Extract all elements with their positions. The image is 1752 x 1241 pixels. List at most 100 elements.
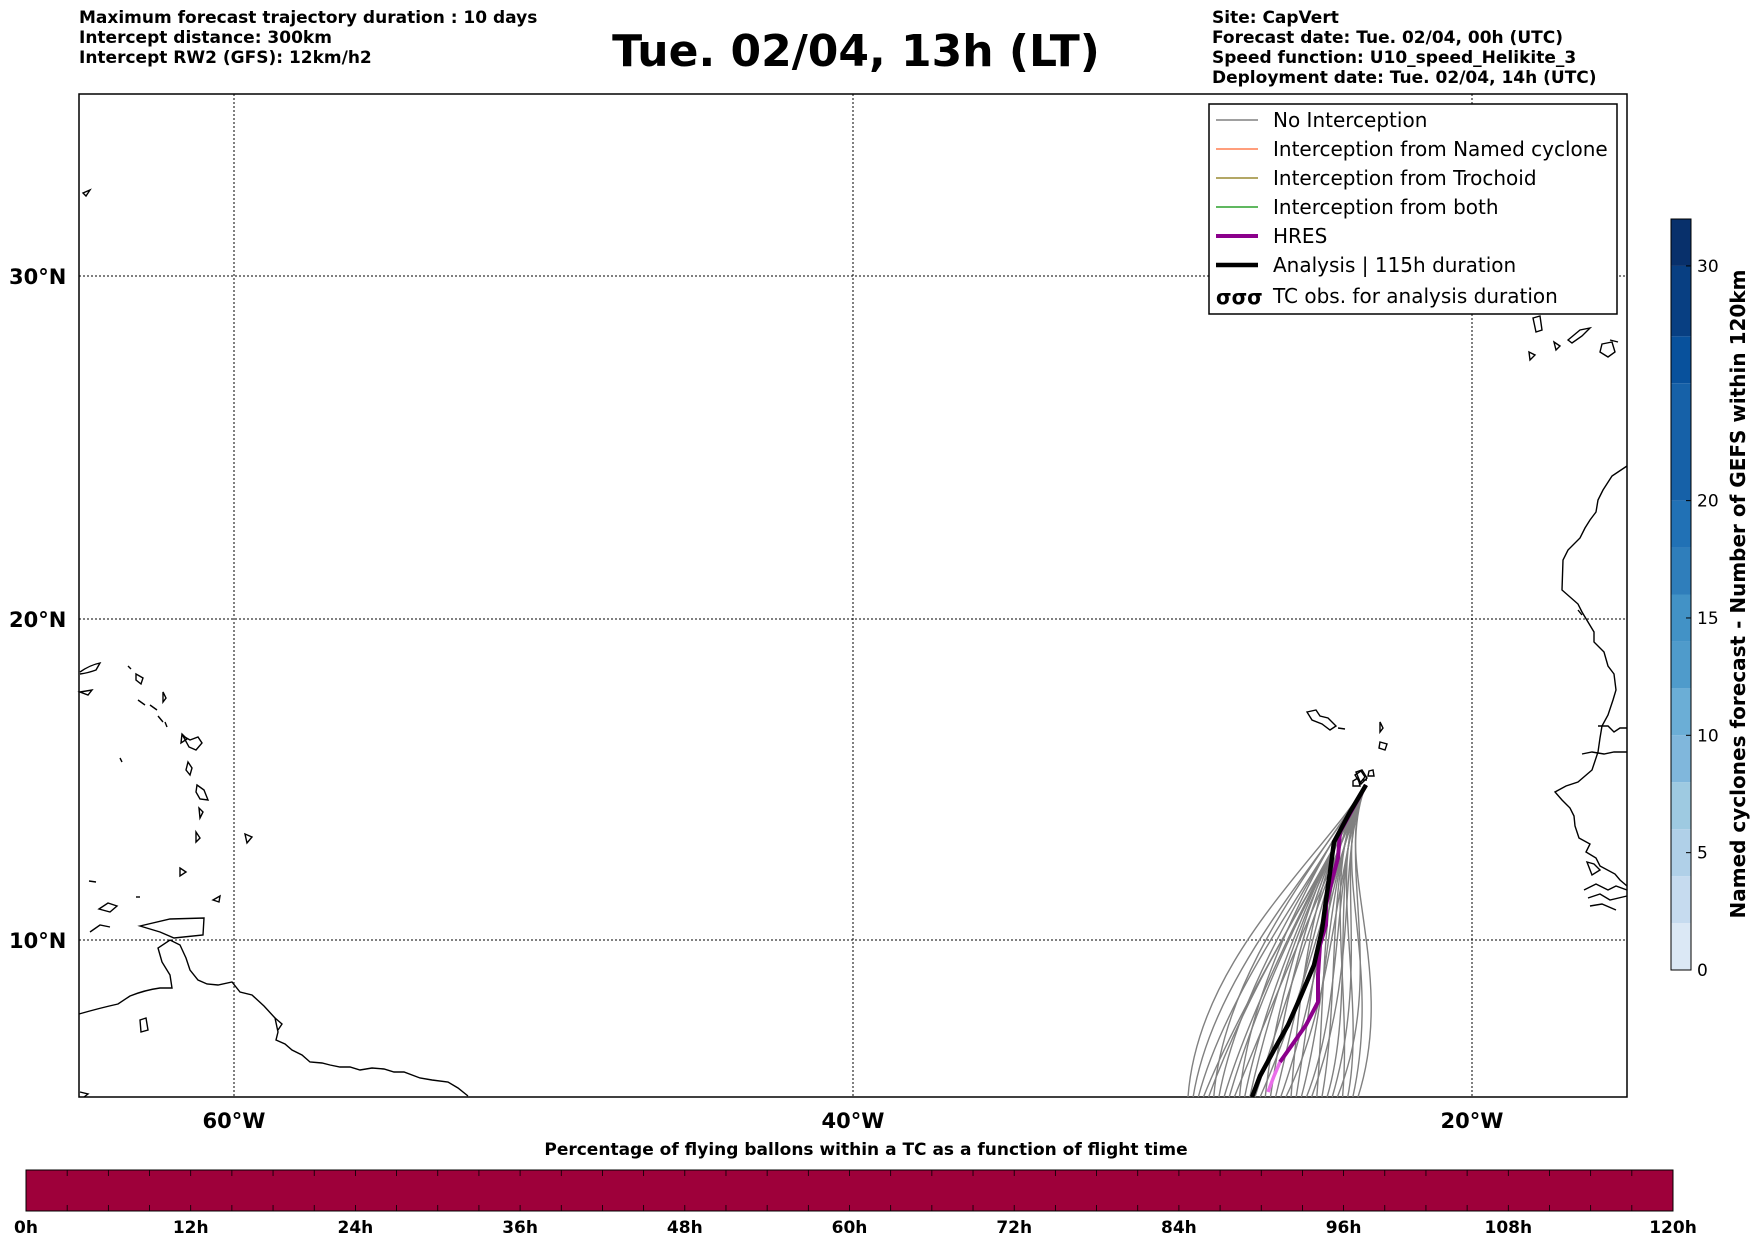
ensemble-trajectory-line	[1336, 784, 1367, 1098]
colorbar-segment	[1671, 594, 1691, 642]
colorbar-segment	[1671, 923, 1691, 970]
legend-label-trochoid: Interception from Trochoid	[1273, 166, 1537, 190]
coastline-island	[137, 699, 146, 706]
intercept-distance-text: Intercept distance: 300km	[79, 28, 332, 48]
lon-tick-60w: 60°W	[203, 1109, 266, 1133]
coastline-detail	[1585, 860, 1602, 877]
flight-time-tick-label: 0h	[14, 1218, 38, 1238]
flight-time-tick-label: 108h	[1485, 1218, 1533, 1238]
flight-time-tick-label: 96h	[1326, 1218, 1362, 1238]
coastline-island	[162, 691, 167, 705]
flight-time-bar	[25, 1169, 1674, 1212]
max-duration-text: Maximum forecast trajectory duration : 1…	[79, 8, 538, 28]
flight-time-tick-label: 12h	[173, 1218, 209, 1238]
tc-obs-symbol-icon: σσσ	[1216, 285, 1263, 309]
colorbar-segment	[1671, 336, 1691, 384]
flight-time-tick-label: 36h	[502, 1218, 538, 1238]
colorbar-segment	[1671, 782, 1691, 830]
site-info: Site: CapVert Forecast date: Tue. 02/04,…	[1212, 8, 1597, 88]
coastline-detail	[1587, 893, 1628, 901]
coastline-island	[149, 704, 158, 711]
colorbar-segment	[1671, 219, 1691, 266]
capverde-island	[1367, 769, 1375, 777]
speed-function-text: Speed function: U10_speed_Helikite_3	[1212, 48, 1577, 68]
flight-time-tick-label: 72h	[996, 1218, 1032, 1238]
ensemble-trajectory-line	[1354, 784, 1372, 1098]
coastline-island	[81, 188, 92, 198]
analysis-trajectory	[1249, 783, 1368, 1098]
capverde-island	[1352, 776, 1361, 787]
gridlines	[79, 94, 1627, 1097]
ensemble-trajectory-line	[1187, 784, 1367, 1098]
coastline-detail	[1598, 725, 1627, 733]
ensemble-trajectory-line	[1350, 784, 1367, 1098]
coastline-detail	[274, 1017, 283, 1031]
forecast-date-text: Forecast date: Tue. 02/04, 00h (UTC)	[1212, 28, 1563, 48]
colorbar-segment	[1671, 876, 1691, 924]
coastline-detail	[1581, 751, 1627, 755]
colorbar-segment	[1671, 641, 1691, 689]
flight-time-tick-label: 84h	[1161, 1218, 1197, 1238]
lon-tick-40w: 40°W	[822, 1109, 885, 1133]
coastline-detail	[1589, 903, 1617, 911]
canary-island	[1609, 339, 1619, 343]
coastline-detail	[1583, 883, 1628, 891]
deployment-date-text: Deployment date: Tue. 02/04, 14h (UTC)	[1212, 68, 1597, 88]
colorbar-tick-label: 15	[1697, 609, 1719, 629]
coastline-island	[244, 832, 254, 845]
capverde-island	[1379, 721, 1384, 735]
capverde-island	[1337, 727, 1346, 730]
legend-label-tc-obs: TC obs. for analysis duration	[1272, 284, 1558, 308]
colorbar-tick-label: 0	[1697, 961, 1708, 981]
legend-label-analysis: Analysis | 115h duration	[1273, 253, 1516, 277]
coastline-island	[164, 721, 168, 728]
colorbar-segment	[1671, 383, 1691, 501]
capverde-island	[1354, 770, 1366, 785]
forecast-parameters: Maximum forecast trajectory duration : 1…	[79, 8, 537, 68]
legend: σσσ No Interception Interception from Na…	[1208, 103, 1618, 315]
legend-label-no-interception: No Interception	[1273, 108, 1427, 132]
coastline-island	[181, 734, 203, 751]
canary-island	[1599, 341, 1616, 358]
coastline-detail	[79, 1091, 90, 1098]
coastline-island	[179, 866, 188, 878]
capverde-island	[1305, 709, 1338, 731]
ensemble-trajectory-line	[1345, 784, 1367, 1098]
colorbar-tick-label: 20	[1697, 492, 1719, 512]
flight-time-tick-label: 60h	[832, 1218, 868, 1238]
colorbar-right-frame	[1670, 218, 1692, 971]
coastline-south-america	[78, 939, 469, 1097]
flight-time-tick-label: 24h	[338, 1218, 374, 1238]
coastline-island	[135, 672, 144, 686]
intercept-rw2-text: Intercept RW2 (GFS): 12km/h2	[79, 48, 372, 68]
lat-tick-10n: 10°N	[9, 929, 66, 953]
flight-time-tick-label: 120h	[1649, 1218, 1697, 1238]
colorbar-segment	[1671, 547, 1691, 595]
coastline-island	[211, 894, 221, 903]
capverde-island	[1378, 741, 1388, 751]
lon-tick-20w: 20°W	[1441, 1109, 1504, 1133]
coastline-island	[97, 902, 119, 913]
coastline-island	[198, 806, 204, 821]
coastline-island	[195, 783, 210, 801]
legend-label-named-cyclone: Interception from Named cyclone	[1273, 137, 1608, 161]
coastline-island	[79, 662, 102, 675]
colorbar-tick-label: 10	[1697, 726, 1719, 746]
coastline-island	[185, 760, 193, 777]
colorbar-right-label: Named cyclones forecast - Number of GEFS…	[1726, 270, 1750, 919]
canary-island	[1552, 340, 1562, 352]
capverde-island	[1355, 769, 1368, 786]
colorbar-tick-label: 5	[1697, 844, 1708, 864]
coastline-island	[88, 880, 97, 883]
coastline-island	[89, 924, 111, 933]
flight-time-bar-title: Percentage of flying ballons within a TC…	[544, 1140, 1187, 1160]
coastline-island	[127, 665, 132, 670]
colorbar-right-ticks: 0 5 10 15 20 30	[1686, 257, 1719, 981]
ensemble-trajectory-line	[1339, 784, 1367, 1098]
lat-tick-20n: 20°N	[9, 608, 66, 632]
site-text: Site: CapVert	[1212, 8, 1339, 28]
coastlines	[77, 188, 1628, 1098]
canary-island	[1528, 350, 1537, 362]
coastline-island	[139, 1017, 149, 1033]
